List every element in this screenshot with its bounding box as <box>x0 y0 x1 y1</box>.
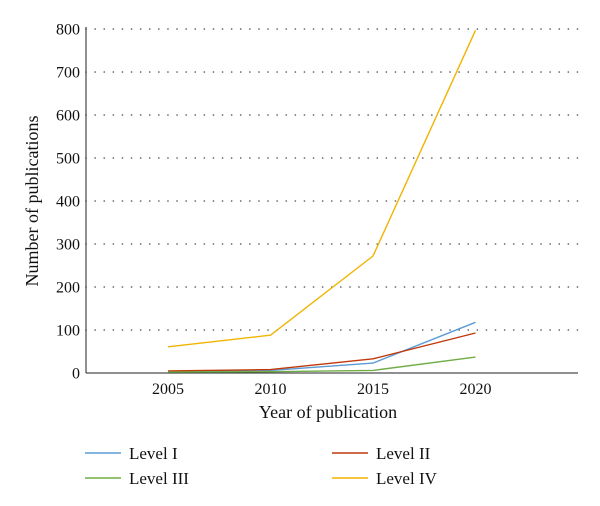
x-tick-label: 2020 <box>460 381 492 398</box>
y-tick-label: 400 <box>56 194 80 211</box>
x-tick-label: 2005 <box>152 381 184 398</box>
legend-label: Level III <box>129 469 189 488</box>
y-tick-label: 500 <box>56 151 80 168</box>
y-tick-label: 200 <box>56 280 80 297</box>
series-lines <box>167 30 477 373</box>
series-line-1 <box>167 321 476 373</box>
legend-label: Level II <box>376 444 431 463</box>
legend-label: Level I <box>129 444 178 463</box>
tick-labels: 0 100 200 300 400 500 600 700 800 2005 2010 2015 202… <box>56 22 492 399</box>
y-tick-label: 0 <box>72 366 80 383</box>
y-tick-label: 100 <box>56 323 80 340</box>
y-tick-label: 800 <box>56 22 80 39</box>
legend: Level I Level II Level III Level IV <box>85 444 438 488</box>
y-tick-label: 300 <box>56 237 80 254</box>
x-axis-title: Year of publication <box>259 402 397 422</box>
legend-label: Level IV <box>376 469 438 488</box>
series-line-2 <box>167 332 476 372</box>
y-tick-label: 700 <box>56 65 80 82</box>
x-tick-label: 2010 <box>255 381 287 398</box>
x-tick-label: 2015 <box>357 381 389 398</box>
y-axis-title: Number of publications <box>22 116 42 287</box>
series-line-4 <box>167 30 477 348</box>
y-tick-label: 600 <box>56 108 80 125</box>
series-line-3 <box>167 356 476 373</box>
axes <box>85 27 578 374</box>
grid-lines <box>85 28 579 331</box>
